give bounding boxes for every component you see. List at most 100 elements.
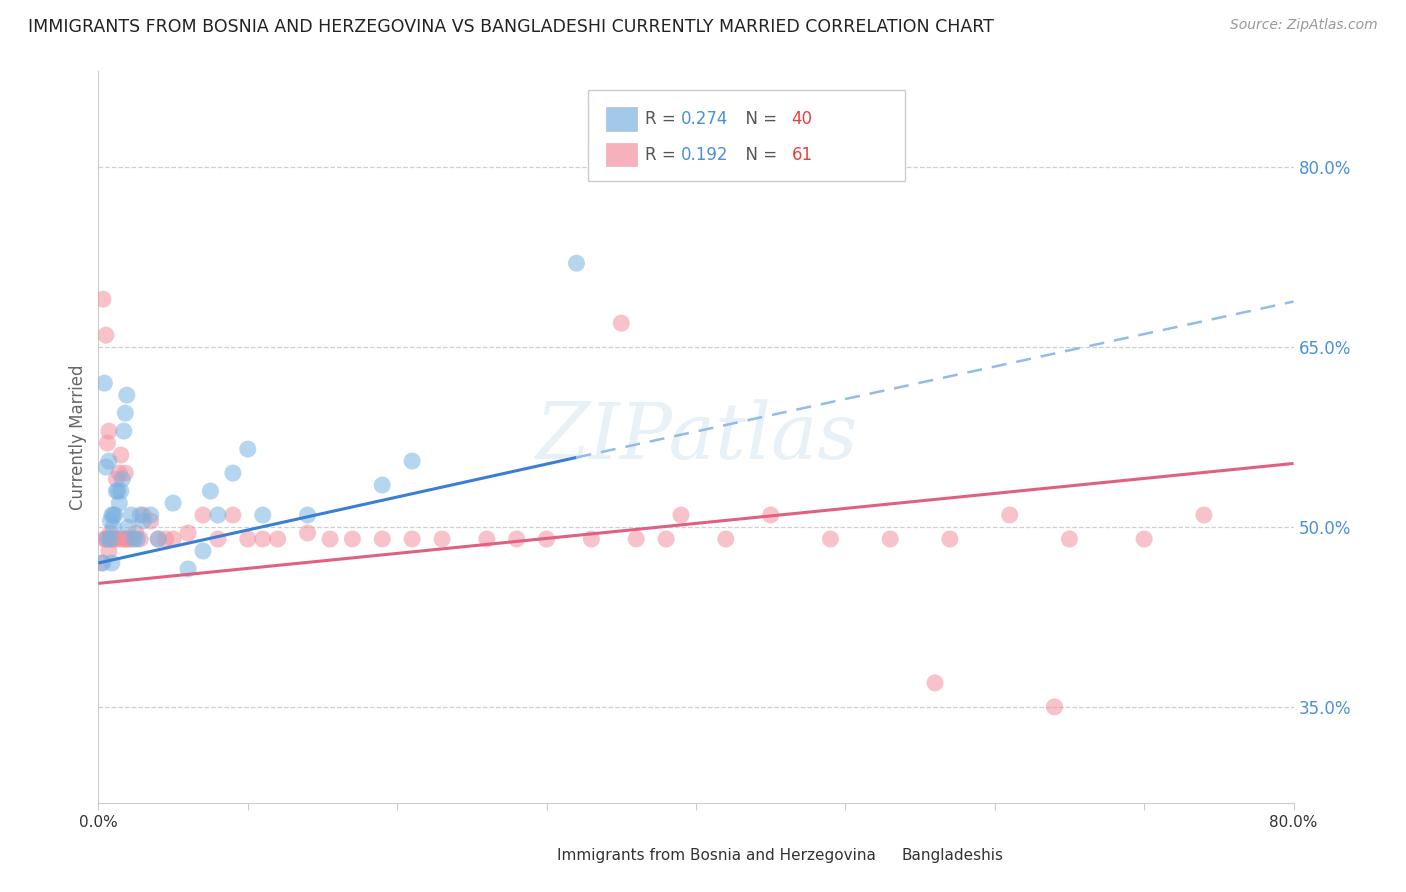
Point <box>430 532 453 546</box>
Point <box>117 520 139 534</box>
Text: R =: R = <box>644 145 681 164</box>
Point <box>820 532 842 546</box>
Point <box>132 508 155 522</box>
Point <box>97 454 120 468</box>
Point <box>110 483 132 498</box>
Text: Immigrants from Bosnia and Herzegovina: Immigrants from Bosnia and Herzegovina <box>557 848 876 863</box>
Point <box>759 508 782 522</box>
Text: Source: ZipAtlas.com: Source: ZipAtlas.com <box>1230 18 1378 32</box>
Point <box>93 532 115 546</box>
Point <box>148 532 170 546</box>
Point <box>924 676 946 690</box>
Point <box>127 532 149 546</box>
Point <box>120 508 142 522</box>
Point <box>117 532 139 546</box>
Point <box>148 532 170 546</box>
Point <box>90 556 112 570</box>
Point <box>236 442 259 456</box>
Text: 40: 40 <box>792 110 813 128</box>
Text: N =: N = <box>735 110 783 128</box>
Point <box>103 520 125 534</box>
FancyBboxPatch shape <box>873 847 897 865</box>
Point <box>1192 508 1215 522</box>
Point <box>98 514 122 528</box>
Point <box>97 544 120 558</box>
Point <box>115 532 138 546</box>
Point <box>506 532 529 546</box>
Point <box>401 532 423 546</box>
Point <box>236 532 259 546</box>
Point <box>104 532 127 546</box>
Point <box>120 532 142 546</box>
Point <box>132 514 155 528</box>
Point <box>101 508 124 522</box>
Point <box>162 496 184 510</box>
Point <box>125 526 148 541</box>
Text: 61: 61 <box>792 145 813 164</box>
Point <box>475 532 498 546</box>
Point <box>114 406 136 420</box>
Text: 0.192: 0.192 <box>681 145 728 164</box>
Point <box>112 424 135 438</box>
Point <box>371 532 394 546</box>
Point <box>1133 532 1156 546</box>
Point <box>110 448 132 462</box>
FancyBboxPatch shape <box>529 847 553 865</box>
Point <box>222 466 245 480</box>
Point <box>124 532 146 546</box>
Point <box>252 508 274 522</box>
Point <box>1043 699 1066 714</box>
Text: ZIPatlas: ZIPatlas <box>534 399 858 475</box>
Point <box>565 256 588 270</box>
Point <box>107 532 129 546</box>
Point <box>155 532 177 546</box>
Point <box>536 532 558 546</box>
Point <box>714 532 737 546</box>
Point <box>98 526 122 541</box>
Point <box>669 508 692 522</box>
Point <box>267 532 290 546</box>
Point <box>139 508 162 522</box>
Point <box>998 508 1021 522</box>
Point <box>111 532 134 546</box>
Point <box>655 532 678 546</box>
FancyBboxPatch shape <box>589 90 905 181</box>
Y-axis label: Currently Married: Currently Married <box>69 364 87 510</box>
Point <box>371 478 394 492</box>
Point <box>177 526 200 541</box>
FancyBboxPatch shape <box>606 143 637 167</box>
Point <box>96 436 118 450</box>
Point <box>94 532 117 546</box>
Point <box>200 483 222 498</box>
Point <box>97 424 120 438</box>
Point <box>297 526 319 541</box>
FancyBboxPatch shape <box>606 107 637 130</box>
Point <box>401 454 423 468</box>
Point <box>94 328 117 343</box>
Point <box>207 508 229 522</box>
Point <box>162 532 184 546</box>
Point <box>105 472 128 486</box>
Point <box>1059 532 1081 546</box>
Point <box>103 532 125 546</box>
Point <box>107 483 129 498</box>
Point <box>101 556 124 570</box>
Point <box>101 532 124 546</box>
Point <box>319 532 342 546</box>
Point <box>105 483 128 498</box>
Point <box>112 532 135 546</box>
Point <box>222 508 245 522</box>
Point <box>103 508 125 522</box>
Point <box>252 532 274 546</box>
Point <box>139 514 162 528</box>
Point <box>191 544 214 558</box>
Point <box>96 532 118 546</box>
Point <box>129 508 152 522</box>
Text: R =: R = <box>644 110 681 128</box>
Point <box>104 508 127 522</box>
Point <box>610 316 633 330</box>
Point <box>581 532 603 546</box>
Point <box>129 532 152 546</box>
Point <box>111 472 134 486</box>
Text: IMMIGRANTS FROM BOSNIA AND HERZEGOVINA VS BANGLADESHI CURRENTLY MARRIED CORRELAT: IMMIGRANTS FROM BOSNIA AND HERZEGOVINA V… <box>28 18 994 36</box>
